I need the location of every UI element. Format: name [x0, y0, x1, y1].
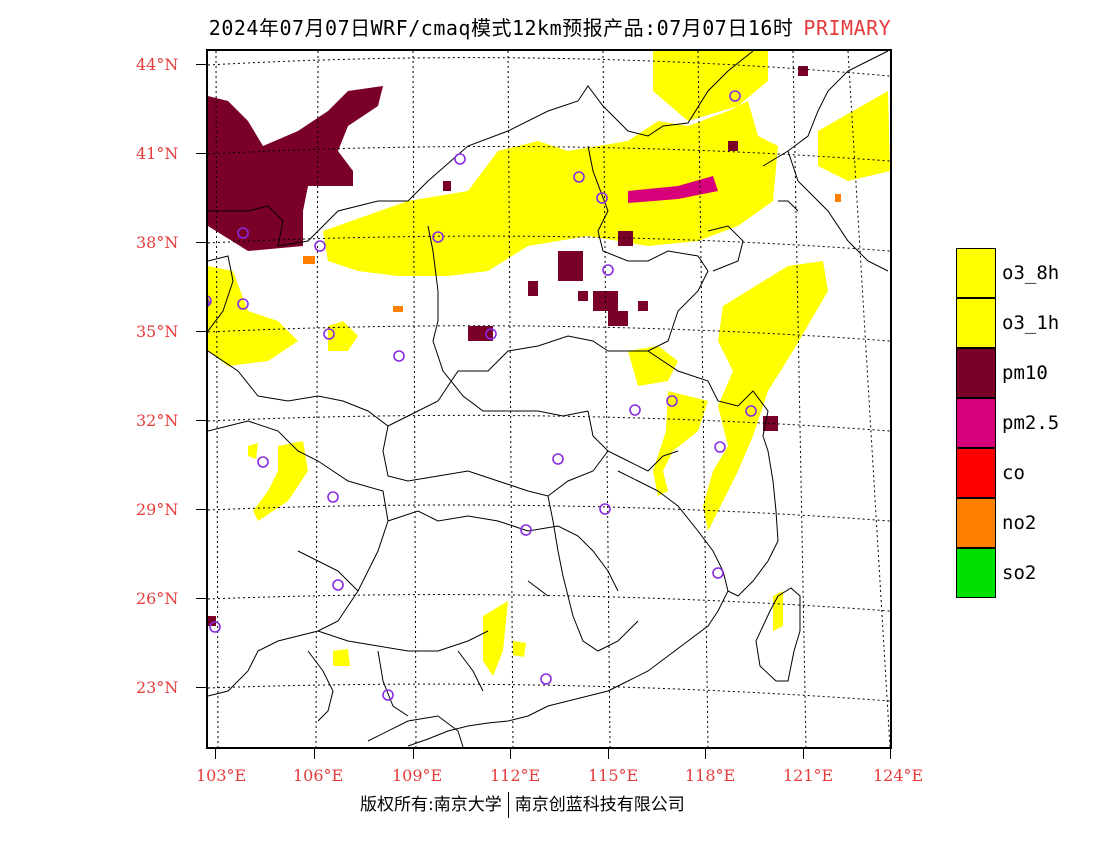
lon-tick — [413, 749, 414, 759]
lon-label-106: 106°E — [293, 766, 344, 785]
primary-tag: PRIMARY — [803, 16, 892, 40]
lat-label-38: 38°N — [136, 233, 179, 252]
legend-item-pm25: pm2.5 — [956, 398, 1096, 448]
lat-tick — [196, 331, 206, 332]
lat-tick — [196, 242, 206, 243]
legend-item-co: co — [956, 448, 1096, 498]
lon-tick — [803, 749, 804, 759]
lat-tick — [196, 509, 206, 510]
pollutant-legend: o3_8h o3_1h pm10 pm2.5 co no2 so2 — [956, 248, 1096, 598]
map-canvas — [208, 51, 890, 747]
lat-label-26: 26°N — [136, 589, 179, 608]
lon-label-124: 124°E — [873, 766, 924, 785]
lat-tick — [196, 598, 206, 599]
copyright-left: 版权所有:南京大学 — [360, 795, 502, 815]
legend-label: o3_1h — [1002, 312, 1060, 334]
province-boundaries — [208, 51, 889, 747]
title-text: 2024年07月07日WRF/cmaq模式12km预报产品:07月07日16时 — [208, 16, 794, 40]
legend-swatch — [956, 448, 996, 498]
lat-label-41: 41°N — [136, 144, 179, 163]
lon-tick — [608, 749, 609, 759]
chart-title: 2024年07月07日WRF/cmaq模式12km预报产品:07月07日16时 P… — [0, 12, 1100, 41]
legend-label: co — [1002, 462, 1025, 484]
hainan-coast — [367, 715, 464, 747]
legend-item-no2: no2 — [956, 498, 1096, 548]
lat-label-35: 35°N — [136, 322, 179, 341]
legend-label: so2 — [1002, 562, 1037, 584]
legend-label: pm10 — [1002, 362, 1048, 384]
lon-tick — [890, 749, 891, 759]
legend-swatch — [956, 398, 996, 448]
lon-tick — [215, 749, 216, 759]
legend-item-so2: so2 — [956, 548, 1096, 598]
lat-tick — [196, 64, 206, 65]
no2-spots — [303, 194, 841, 312]
lon-label-103: 103°E — [196, 766, 247, 785]
legend-swatch — [956, 498, 996, 548]
lat-label-32: 32°N — [136, 411, 179, 430]
lon-label-115: 115°E — [588, 766, 639, 785]
lon-label-121: 121°E — [783, 766, 834, 785]
legend-item-o3-8h: o3_8h — [956, 248, 1096, 298]
legend-swatch — [956, 248, 996, 298]
pm25-region — [628, 176, 718, 203]
lat-label-29: 29°N — [136, 500, 179, 519]
lat-label-23: 23°N — [136, 678, 179, 697]
lon-label-118: 118°E — [685, 766, 736, 785]
lon-tick — [510, 749, 511, 759]
copyright-right: 南京创蓝科技有限公司 — [514, 795, 685, 815]
station-markers — [208, 90, 757, 701]
lat-tick — [196, 687, 206, 688]
lon-label-109: 109°E — [392, 766, 443, 785]
lat-tick — [196, 153, 206, 154]
copyright-footer: 版权所有:南京大学 南京创蓝科技有限公司 — [360, 790, 685, 818]
legend-label: pm2.5 — [1002, 412, 1060, 434]
legend-item-o3-1h: o3_1h — [956, 298, 1096, 348]
lon-tick — [705, 749, 706, 759]
legend-swatch — [956, 348, 996, 398]
legend-label: no2 — [1002, 512, 1037, 534]
footer-divider — [507, 792, 509, 818]
lat-label-44: 44°N — [136, 55, 179, 74]
taiwan-outline — [755, 587, 801, 682]
legend-swatch — [956, 548, 996, 598]
lon-tick — [314, 749, 315, 759]
lon-label-112: 112°E — [490, 766, 541, 785]
legend-swatch — [956, 298, 996, 348]
lat-tick — [196, 420, 206, 421]
legend-item-pm10: pm10 — [956, 348, 1096, 398]
legend-label: o3_8h — [1002, 262, 1060, 284]
forecast-map — [206, 49, 892, 749]
pm10-hotspots — [208, 66, 808, 626]
